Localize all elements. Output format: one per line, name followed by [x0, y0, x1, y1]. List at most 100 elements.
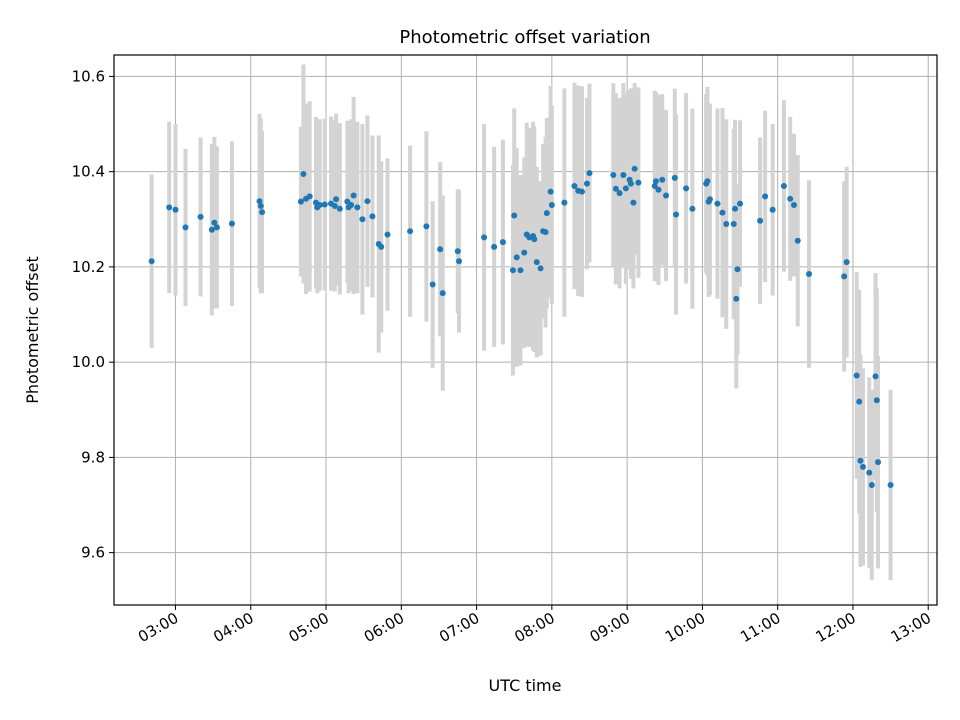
- data-point: [734, 266, 741, 273]
- data-point: [423, 223, 430, 230]
- data-point: [454, 248, 461, 255]
- data-point: [429, 281, 436, 288]
- data-point: [499, 239, 506, 246]
- data-point: [627, 180, 634, 187]
- data-point: [673, 211, 680, 218]
- data-point: [213, 224, 220, 231]
- data-point: [348, 202, 355, 208]
- data-point: [714, 200, 721, 207]
- data-point: [733, 295, 740, 302]
- data-point: [513, 254, 520, 261]
- data-point: [659, 176, 666, 183]
- data-point: [208, 226, 215, 233]
- data-point: [787, 195, 794, 202]
- y-axis-ticks: 9.6 9.8 10.0 10.2 10.4 10.6: [72, 67, 114, 562]
- data-point: [794, 237, 801, 244]
- data-point: [630, 199, 637, 206]
- data-point: [652, 178, 659, 185]
- data-point: [866, 469, 873, 476]
- data-point: [843, 259, 850, 266]
- data-point: [384, 231, 391, 238]
- data-point: [610, 172, 617, 178]
- data-point: [439, 290, 446, 297]
- data-point: [655, 186, 662, 193]
- data-point: [533, 259, 540, 266]
- y-axis-label: Photometric offset: [23, 256, 42, 404]
- data-point: [369, 213, 376, 220]
- data-point: [517, 267, 524, 274]
- data-point: [671, 174, 678, 181]
- data-point: [651, 182, 658, 189]
- data-point: [543, 210, 550, 217]
- data-point: [719, 209, 726, 216]
- data-point: [732, 205, 739, 212]
- data-point: [663, 192, 670, 199]
- data-point: [509, 267, 516, 274]
- data-point: [853, 372, 860, 379]
- data-point: [806, 271, 813, 278]
- data-point: [757, 217, 764, 224]
- data-point: [259, 209, 266, 216]
- data-point: [769, 206, 776, 213]
- data-point: [350, 192, 357, 199]
- plot-area-frame: [113, 54, 938, 606]
- chart-title: Photometric offset variation: [399, 27, 650, 48]
- data-point: [148, 258, 155, 265]
- data-point: [875, 459, 882, 466]
- data-point: [762, 193, 769, 200]
- data-point: [586, 170, 593, 177]
- data-point: [542, 229, 549, 236]
- data-point: [859, 463, 866, 470]
- data-point: [378, 243, 385, 250]
- y-tick-label: 10.4: [72, 163, 105, 181]
- data-point: [316, 202, 323, 208]
- data-point: [620, 172, 627, 178]
- data-point: [780, 182, 787, 189]
- data-point: [331, 202, 338, 209]
- data-point: [172, 206, 179, 213]
- data-point: [359, 216, 366, 223]
- data-point: [583, 180, 590, 187]
- data-point: [631, 165, 638, 172]
- data-point: [730, 221, 737, 228]
- data-point: [887, 482, 894, 488]
- data-point: [256, 198, 263, 205]
- data-point: [306, 193, 313, 200]
- data-point: [578, 188, 585, 195]
- data-point: [622, 185, 629, 192]
- data-point: [689, 205, 696, 212]
- data-point: [706, 196, 713, 203]
- data-point: [548, 202, 555, 208]
- data-point: [437, 246, 444, 253]
- data-point: [856, 398, 863, 405]
- data-point: [723, 221, 730, 228]
- y-tick-label: 10.0: [72, 353, 105, 371]
- data-point: [790, 202, 797, 208]
- y-tick-label: 9.8: [81, 448, 105, 466]
- data-point: [868, 482, 875, 488]
- y-tick-label: 10.2: [72, 258, 105, 276]
- x-axis-label: UTC time: [489, 676, 562, 695]
- data-point: [857, 457, 864, 464]
- data-point: [364, 198, 371, 205]
- data-point: [612, 185, 619, 192]
- data-point: [547, 188, 554, 195]
- data-point: [737, 200, 744, 207]
- data-point: [321, 201, 328, 208]
- data-point: [407, 228, 414, 235]
- data-point: [197, 213, 204, 220]
- data-point: [228, 220, 235, 227]
- data-point: [354, 204, 361, 211]
- data-point: [166, 204, 173, 211]
- data-point: [872, 373, 879, 380]
- data-point: [297, 198, 304, 205]
- data-point: [683, 185, 690, 192]
- data-point: [333, 196, 340, 203]
- data-point: [561, 199, 568, 206]
- data-point: [491, 243, 498, 250]
- data-point: [704, 178, 711, 185]
- point-layer: [148, 165, 894, 488]
